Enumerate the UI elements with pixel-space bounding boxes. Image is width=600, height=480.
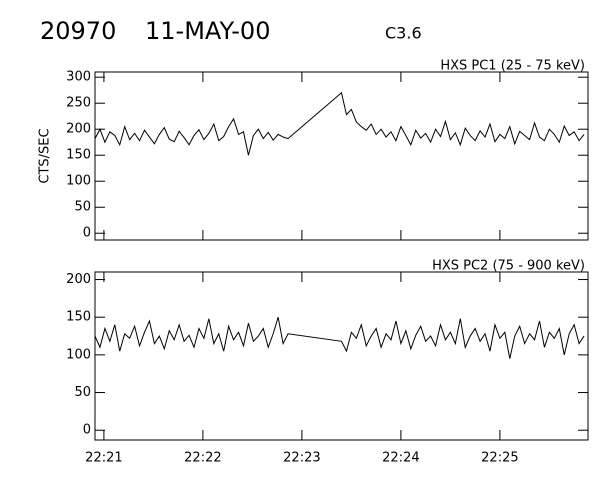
y-tick-label: 100 xyxy=(66,347,91,362)
y-tick-label: 150 xyxy=(66,310,91,325)
event-date: 11-MAY-00 xyxy=(145,17,270,45)
y-tick-label: 250 xyxy=(66,96,91,111)
y-tick-label: 200 xyxy=(66,122,91,137)
data-line xyxy=(94,91,585,156)
plot-frame xyxy=(94,71,589,241)
panel-title: HXS PC2 (75 - 900 keV) xyxy=(432,259,585,274)
y-tick-label: 0 xyxy=(83,226,91,241)
x-tick-label: 22:21 xyxy=(85,451,122,466)
x-tick-label: 22:23 xyxy=(283,451,320,466)
y-tick-label: 0 xyxy=(83,423,91,438)
y-tick-label: 150 xyxy=(66,148,91,163)
panel-title: HXS PC1 (25 - 75 keV) xyxy=(440,59,585,74)
y-tick-label: 300 xyxy=(66,70,91,85)
y-tick-label: 200 xyxy=(66,272,91,287)
x-tick-label: 22:24 xyxy=(382,451,419,466)
y-tick-label: 50 xyxy=(74,200,91,215)
y-tick-label: 100 xyxy=(66,174,91,189)
y-axis-label: CTS/SEC xyxy=(38,128,53,183)
plot-frame xyxy=(94,271,589,441)
x-tick-label: 22:22 xyxy=(184,451,221,466)
y-tick-label: 50 xyxy=(74,385,91,400)
data-line xyxy=(94,317,585,359)
event-id: 20970 xyxy=(40,17,116,45)
flare-class: C3.6 xyxy=(385,24,422,43)
x-tick-label: 22:25 xyxy=(481,451,518,466)
